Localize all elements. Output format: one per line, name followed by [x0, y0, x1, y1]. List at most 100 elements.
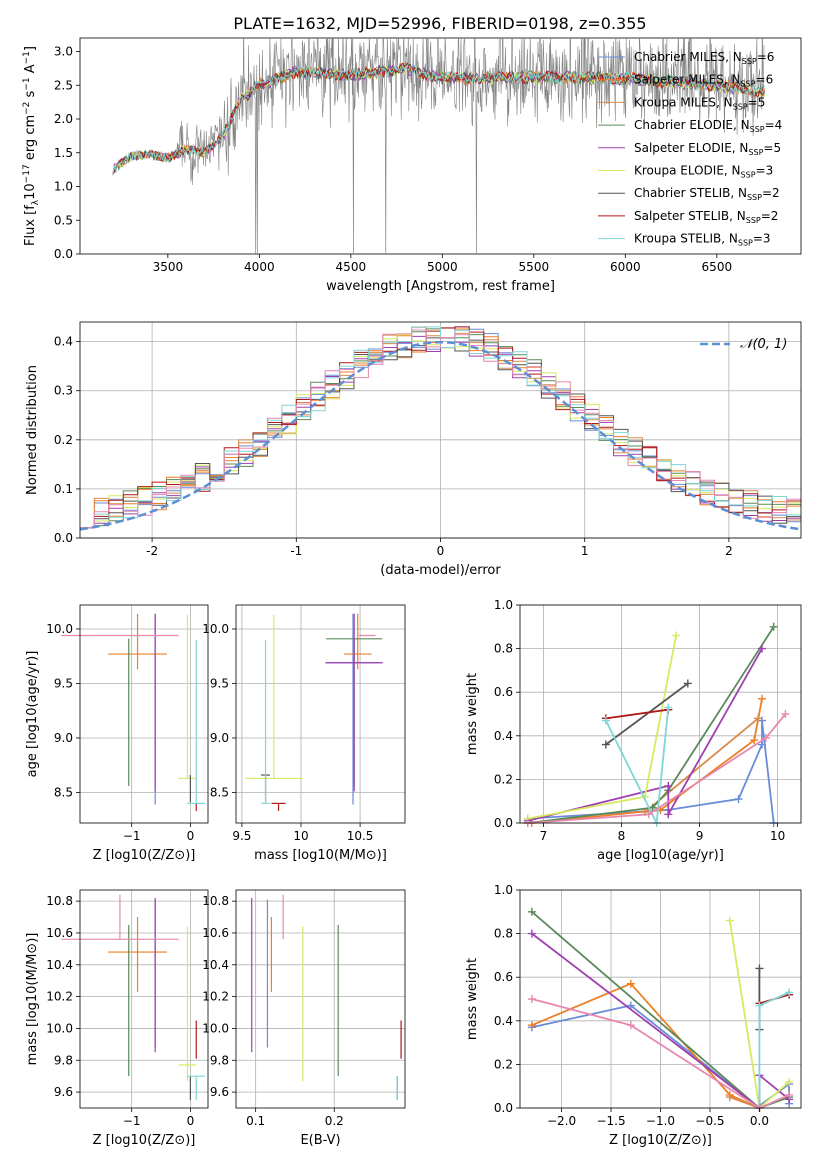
- axes-frame: [79, 604, 209, 824]
- y-tick-label: 9.0: [54, 731, 73, 745]
- axes-frame: [235, 889, 406, 1109]
- weight-series: [605, 682, 689, 746]
- axes-frame: [235, 604, 406, 824]
- y-tick-label: 9.6: [54, 1085, 73, 1099]
- x-axis-label: E(B-V): [300, 1133, 340, 1148]
- y-tick-label: 1.0: [494, 598, 513, 612]
- y-tick-label: 10.8: [202, 894, 229, 908]
- legend-label: Salpeter MILES, NSSP=6: [634, 73, 773, 89]
- weight-series: [531, 998, 790, 1110]
- x-tick-label: -1: [290, 544, 302, 558]
- y-tick-label: 0.0: [494, 1101, 513, 1115]
- y-tick-label: 9.8: [54, 1053, 73, 1067]
- y-axis-label: Flux [fλ10−17 erg cm−2 s−1 A−1]: [22, 46, 41, 246]
- weight-marker: [734, 795, 743, 804]
- x-tick-label: −2.0: [547, 1114, 576, 1128]
- legend-label: Chabrier STELIB, NSSP=2: [634, 186, 780, 202]
- x-tick-label: 0: [187, 829, 195, 843]
- plot-area: [523, 622, 790, 827]
- weight-marker: [527, 1021, 536, 1030]
- plot-area: [61, 613, 206, 812]
- x-tick-label: 5000: [427, 260, 458, 274]
- legend-label: Kroupa MILES, NSSP=5: [634, 95, 765, 111]
- y-tick-label: 0.1: [54, 482, 73, 496]
- x-tick-label: −1: [123, 1114, 141, 1128]
- y-tick-label: 1.0: [54, 180, 73, 194]
- legend-label: 𝒩(0, 1): [740, 337, 787, 352]
- weight-marker: [757, 694, 766, 703]
- y-tick-label: 2.5: [54, 78, 73, 92]
- weight-series: [527, 635, 677, 820]
- x-tick-label: 1: [581, 544, 589, 558]
- y-tick-label: 0.8: [494, 927, 513, 941]
- plot-area: [251, 894, 402, 1101]
- x-tick-label: 6500: [702, 260, 733, 274]
- panel-weight_vs_Z: −2.0 −1.5 −1.0 −0.5 0.0 0.0 0.2 0.4 0.6 0.8 1.0 Z […: [465, 883, 802, 1148]
- x-tick-label: 9: [696, 829, 704, 843]
- axes-frame: [79, 889, 209, 1109]
- plot-area: [79, 326, 801, 531]
- x-tick-label: −1: [123, 829, 141, 843]
- weight-marker: [626, 1001, 635, 1010]
- y-tick-label: 0.0: [494, 816, 513, 830]
- panel-mass_vs_Z: −1 0 9.6 9.8 10.0 10.2 10.4 10.6 10.8 Z [log10(Z/…: [25, 889, 209, 1148]
- x-tick-label: 4500: [336, 260, 367, 274]
- weight-series: [527, 648, 763, 822]
- legend-label: Chabrier MILES, NSSP=6: [634, 50, 774, 66]
- x-axis-label: mass [log10(M/M⊙)]: [254, 848, 387, 863]
- x-tick-label: -2: [146, 544, 158, 558]
- y-tick-label: 10.2: [202, 990, 229, 1004]
- x-tick-label: 5500: [519, 260, 550, 274]
- weight-marker: [683, 679, 692, 688]
- axes-frame: [79, 321, 802, 539]
- weight-marker: [527, 995, 536, 1003]
- weight-marker: [672, 631, 681, 640]
- y-tick-label: 2.0: [54, 112, 73, 126]
- y-tick-label: 10.0: [202, 622, 229, 636]
- plot-area: [61, 894, 206, 1101]
- x-tick-label: 0: [187, 1114, 195, 1128]
- weight-marker: [725, 1093, 734, 1102]
- x-axis-label: Z [log10(Z/Z⊙)]: [93, 848, 196, 863]
- y-tick-label: 9.0: [210, 731, 229, 745]
- x-axis-label: (data-model)/error: [380, 563, 501, 578]
- y-tick-label: 1.0: [494, 883, 513, 897]
- panel-spectrum: 3500 4000 4500 5000 5500 6000 6500 0.0 0.5 1.0 1.5…: [22, 37, 802, 294]
- weight-marker: [757, 740, 766, 749]
- axes-frame: [79, 37, 802, 255]
- x-tick-label: 0.2: [325, 1114, 344, 1128]
- weight-marker: [664, 810, 673, 819]
- x-tick-label: 10.5: [347, 829, 374, 843]
- y-tick-label: 9.6: [210, 1085, 229, 1099]
- y-tick-label: 10.8: [46, 894, 73, 908]
- weight-marker: [750, 736, 759, 745]
- weight-marker: [781, 710, 790, 718]
- observed-spectrum: [112, 38, 765, 254]
- y-tick-label: 0.4: [494, 1014, 513, 1028]
- y-tick-label: 0.2: [494, 1057, 513, 1071]
- weight-series: [527, 713, 787, 824]
- figure-title: PLATE=1632, MJD=52996, FIBERID=0198, z=0…: [233, 14, 646, 33]
- y-axis-label: mass [log10(M/M⊙)]: [25, 933, 40, 1066]
- legend-label: Kroupa STELIB, NSSP=3: [634, 232, 771, 248]
- y-axis-label: age [log10(age/yr)]: [25, 651, 40, 778]
- y-tick-label: 10.6: [202, 926, 229, 940]
- weight-marker: [757, 644, 766, 653]
- x-tick-label: 10: [770, 829, 785, 843]
- y-tick-label: 0.6: [494, 685, 513, 699]
- model-spectrum: [112, 63, 765, 175]
- axes-frame: [519, 604, 802, 824]
- y-tick-label: 10.4: [46, 958, 73, 972]
- weight-marker: [761, 733, 770, 742]
- y-tick-label: 0.0: [54, 531, 73, 545]
- legend-label: Salpeter ELODIE, NSSP=5: [634, 141, 781, 157]
- weight-marker: [664, 703, 673, 712]
- panel-mass_vs_ebv: 0.1 0.2 9.6 9.8 10.0 10.2 10.4 10.6 10.8 E(B-V): [202, 889, 406, 1148]
- y-tick-label: 0.4: [494, 729, 513, 743]
- y-tick-label: 0.6: [494, 970, 513, 984]
- x-tick-label: 10: [293, 829, 308, 843]
- y-axis-label: mass weight: [465, 673, 480, 755]
- y-tick-label: 10.4: [202, 958, 229, 972]
- x-tick-label: −1.0: [646, 1114, 675, 1128]
